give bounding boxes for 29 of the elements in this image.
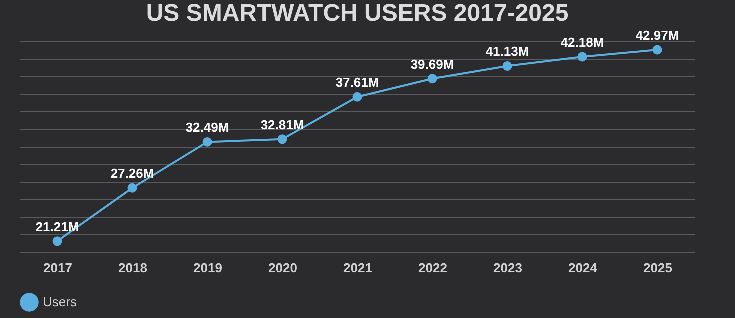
point	[428, 74, 438, 84]
x-tick-label: 2024	[568, 260, 598, 276]
x-tick-label: 2020	[268, 260, 298, 276]
data-label: 37.61M	[336, 75, 380, 90]
data-label: 32.81M	[260, 117, 304, 132]
point	[352, 92, 362, 102]
point	[652, 45, 662, 55]
point	[52, 236, 62, 246]
data-label: 32.49M	[186, 120, 230, 136]
data-label: 21.21M	[36, 219, 80, 234]
point	[202, 137, 212, 147]
x-tick-label: 2021	[344, 260, 372, 276]
point	[278, 134, 288, 144]
x-tick-label: 2022	[418, 260, 448, 276]
chart-title: US SMARTWATCH USERS 2017-2025	[146, 0, 569, 28]
legend-label: Users	[43, 294, 78, 310]
x-tick-label: 2025	[644, 260, 672, 276]
point	[128, 183, 138, 193]
x-tick-label: 2018	[118, 260, 148, 276]
data-label: 27.26M	[110, 166, 154, 182]
data-label: 42.97M	[636, 28, 680, 44]
x-tick-label: 2017	[44, 260, 72, 276]
x-tick-label: 2019	[194, 260, 222, 276]
point	[502, 62, 512, 71]
data-label: 42.18M	[560, 35, 604, 50]
data-label: 39.69M	[410, 56, 454, 72]
x-tick-label: 2023	[494, 260, 522, 276]
data-label: 41.13M	[486, 44, 530, 60]
point	[578, 52, 588, 62]
